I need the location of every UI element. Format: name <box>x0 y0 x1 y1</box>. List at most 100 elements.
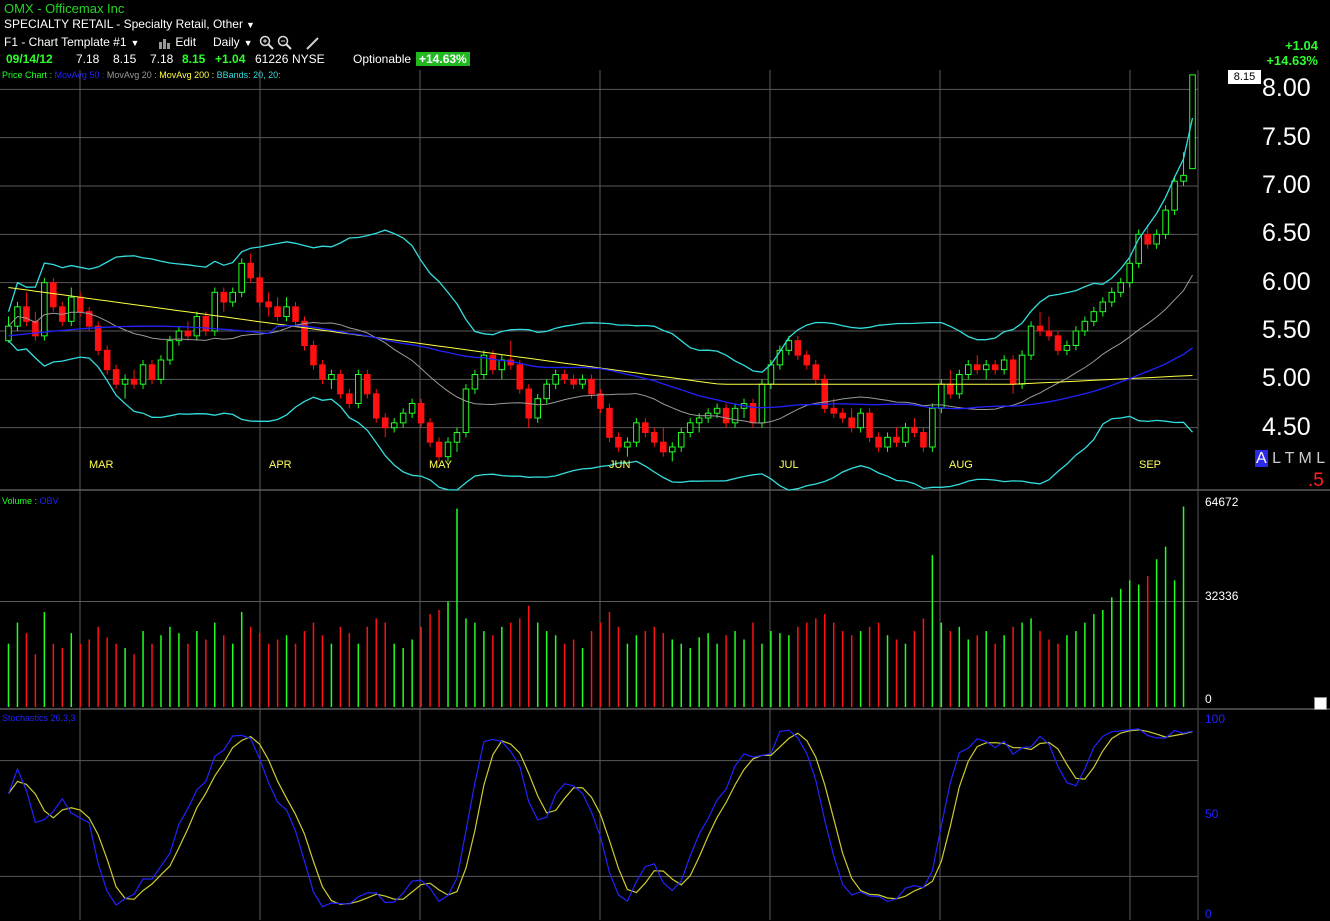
stoch-tick-label: 50 <box>1205 807 1219 821</box>
altml-label[interactable]: A L T M L <box>1255 450 1325 468</box>
candle-body <box>695 417 703 424</box>
pencil-icon[interactable] <box>305 35 321 51</box>
candle-body <box>265 301 272 308</box>
candle-body <box>875 436 882 448</box>
candle-body <box>453 432 461 443</box>
month-label: MAR <box>89 459 114 471</box>
candle-body <box>893 436 900 443</box>
candle-body <box>785 340 793 351</box>
candle-body <box>417 403 425 424</box>
symbol-title: OMX - Officemax Inc <box>4 1 125 16</box>
price-tick-label: 8.00 <box>1262 74 1311 103</box>
candle-body <box>426 422 434 443</box>
candle-body <box>41 282 48 337</box>
candle-body <box>848 417 855 429</box>
candle-body <box>148 364 156 380</box>
candle-body <box>1189 74 1196 170</box>
candle-body <box>489 354 497 371</box>
candle-body <box>462 388 470 433</box>
edit-button[interactable]: Edit <box>158 35 196 49</box>
price-tick-label: 5.50 <box>1262 316 1311 344</box>
legend-item: MovAvg 200 : <box>159 70 217 80</box>
altml-rest: L T M L <box>1272 450 1326 467</box>
candle-body <box>839 412 846 419</box>
candle-body <box>310 345 317 366</box>
candle-body <box>1180 174 1187 182</box>
candle-body <box>229 291 237 303</box>
pct-right: +14.63% <box>1266 53 1318 68</box>
candle-body <box>364 374 371 395</box>
stoch-tick-label: 0 <box>1205 907 1212 921</box>
candle-body <box>112 369 120 385</box>
candle-body <box>76 296 84 313</box>
candle-body <box>1135 233 1142 264</box>
candle-body <box>884 436 891 448</box>
candle-body <box>615 436 622 448</box>
candle-body <box>67 296 75 322</box>
price-tick-label: 5.00 <box>1262 364 1311 393</box>
candle-body <box>435 441 443 458</box>
candle-body <box>767 364 775 385</box>
stoch-k-line <box>7 728 1193 908</box>
candle-body <box>1063 345 1071 351</box>
month-label: SEP <box>1139 459 1162 471</box>
zoom-in-icon[interactable] <box>259 35 275 51</box>
candle-body <box>911 427 918 433</box>
candle-body <box>803 354 811 366</box>
candle-body <box>731 407 739 424</box>
candle-body <box>193 316 201 337</box>
candle-body <box>444 441 452 458</box>
legend-item: BBands: 20, 20: <box>216 70 281 80</box>
candle-body <box>651 432 658 443</box>
candle-body <box>85 311 93 327</box>
candle-body <box>5 325 12 342</box>
candle-body <box>1027 325 1035 356</box>
candle-body <box>399 412 407 424</box>
candle-body <box>758 383 766 424</box>
candle-body <box>866 412 873 438</box>
candle-body <box>1144 233 1151 245</box>
candle-body <box>130 378 138 385</box>
candle-body <box>1153 233 1160 245</box>
candle-body <box>929 407 936 448</box>
candle-body <box>157 359 165 380</box>
candle-body <box>408 403 416 414</box>
candle-body <box>381 417 389 429</box>
candle-body <box>1009 359 1017 385</box>
template-selector[interactable]: F1 - Chart Template #1 ▼ <box>4 35 139 49</box>
candle-body <box>552 374 559 385</box>
candle-body <box>561 374 568 380</box>
month-label: APR <box>269 459 292 471</box>
candle-body <box>346 393 353 405</box>
period-selector[interactable]: Daily ▼ <box>213 35 253 49</box>
candle-body <box>668 446 676 453</box>
candle-body <box>319 364 326 380</box>
candle-body <box>812 364 820 380</box>
candle-body <box>570 378 577 385</box>
period-label: Daily <box>213 35 240 49</box>
candle-body <box>1099 301 1107 313</box>
candle-body <box>1090 311 1098 322</box>
zoom-out-icon[interactable] <box>277 35 293 51</box>
stoch-tick-label: 100 <box>1205 712 1226 726</box>
price-legend: Price Chart : MovAvg 50 : MovAvg 20 : Mo… <box>2 70 281 80</box>
legend-item: Price Chart : <box>2 70 55 80</box>
sector-selector[interactable]: SPECIALTY RETAIL - Specialty Retail, Oth… <box>4 17 255 31</box>
price-tick-label: 4.50 <box>1262 412 1311 441</box>
candle-body <box>32 320 39 337</box>
candle-body <box>1081 320 1089 332</box>
legend-item: MovAvg 50 : <box>54 70 107 80</box>
candle-body <box>247 262 254 279</box>
month-label: AUG <box>949 459 973 471</box>
candle-body <box>677 432 685 448</box>
candle-body <box>1045 330 1053 337</box>
candle-body <box>686 422 694 434</box>
month-label: JUN <box>609 459 631 471</box>
candle-body <box>534 398 541 419</box>
candle-body <box>480 354 488 375</box>
candle-body <box>1117 282 1125 293</box>
scroll-corner-button[interactable] <box>1314 697 1327 710</box>
candle-body <box>471 374 479 390</box>
legend-item: MovAvg 20 : <box>106 70 160 80</box>
